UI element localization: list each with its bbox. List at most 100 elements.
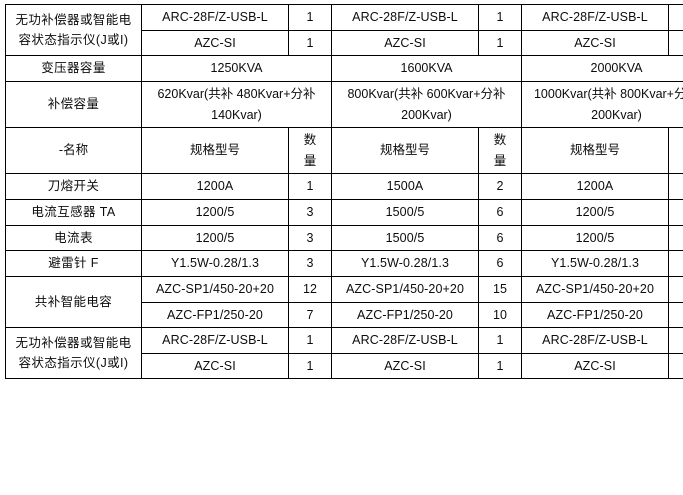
- cell-transformer-c: 2000KVA: [522, 56, 683, 82]
- cell-qty-b: 6: [479, 251, 522, 277]
- cell-spec-b: AZC-FP1/250-20: [332, 302, 479, 328]
- cell-qty-a: 3: [289, 200, 332, 226]
- row-label-line-2: 容状态指示仪(J或I): [19, 356, 129, 370]
- cell-qty-b: 2: [479, 174, 522, 200]
- cell-qty-b: 15: [479, 276, 522, 302]
- cell-spec-b: 1500A: [332, 174, 479, 200]
- cell-qty-b: 1: [479, 328, 522, 354]
- cell-qty-a: 1: [289, 353, 332, 379]
- row-label-line-1: 无功补偿器或智能电: [15, 13, 131, 27]
- cell-spec-b: ARC-28F/Z-USB-L: [332, 328, 479, 354]
- cell-compensation-c: 1000Kvar(共补 800Kvar+分补 200Kvar): [522, 81, 683, 127]
- table-row: 无功补偿器或智能电 容状态指示仪(J或I) ARC-28F/Z-USB-L 1 …: [6, 5, 683, 31]
- column-header-qty-a: 数 量: [289, 128, 332, 174]
- cell-spec-c: AZC-SI: [522, 30, 669, 56]
- table-row: 电流表 1200/5 3 1500/5 6 1200/5 6: [6, 225, 683, 251]
- cell-qty-a: 12: [289, 276, 332, 302]
- cell-qty-c: 1: [669, 328, 683, 354]
- cell-spec-b: ARC-28F/Z-USB-L: [332, 5, 479, 31]
- cell-qty-a: 3: [289, 225, 332, 251]
- cell-spec-c: 1200/5: [522, 200, 669, 226]
- qty-head-char-2: 量: [292, 151, 328, 172]
- cell-qty-c: 6: [669, 225, 683, 251]
- cell-qty-c: 10: [669, 302, 683, 328]
- cell-spec-b: AZC-SI: [332, 30, 479, 56]
- specification-table: 无功补偿器或智能电 容状态指示仪(J或I) ARC-28F/Z-USB-L 1 …: [5, 4, 683, 379]
- cell-qty-c: 6: [669, 200, 683, 226]
- cell-spec-b: 1500/5: [332, 200, 479, 226]
- cell-qty-a: 7: [289, 302, 332, 328]
- qty-head-char-1: 数: [672, 130, 683, 151]
- cell-qty-a: 1: [289, 174, 332, 200]
- cell-transformer-a: 1250KVA: [142, 56, 332, 82]
- cell-qty-c: 1: [669, 30, 683, 56]
- cell-qty-a: 1: [289, 328, 332, 354]
- cell-qty-c: 6: [669, 251, 683, 277]
- cell-compensation-a: 620Kvar(共补 480Kvar+分补 140Kvar): [142, 81, 332, 127]
- cell-spec-c: ARC-28F/Z-USB-L: [522, 5, 669, 31]
- cell-qty-a: 1: [289, 30, 332, 56]
- qty-head-char-2: 量: [672, 151, 683, 172]
- row-label-transformer-capacity: 变压器容量: [6, 56, 142, 82]
- cell-spec-a: ARC-28F/Z-USB-L: [142, 328, 289, 354]
- cell-spec-c: 1200/5: [522, 225, 669, 251]
- table-row: 变压器容量 1250KVA 1600KVA 2000KVA: [6, 56, 683, 82]
- row-label-indicator-bottom: 无功补偿器或智能电 容状态指示仪(J或I): [6, 328, 142, 379]
- cell-qty-b: 6: [479, 225, 522, 251]
- cell-qty-b: 1: [479, 353, 522, 379]
- qty-head-char-1: 数: [482, 130, 518, 151]
- cell-spec-a: 1200A: [142, 174, 289, 200]
- table-row: 电流互感器 TA 1200/5 3 1500/5 6 1200/5 6: [6, 200, 683, 226]
- cell-spec-c: ARC-28F/Z-USB-L: [522, 328, 669, 354]
- column-header-spec-c: 规格型号: [522, 128, 669, 174]
- cell-qty-b: 10: [479, 302, 522, 328]
- row-label-line-1: 无功补偿器或智能电: [15, 336, 131, 350]
- cell-qty-a: 1: [289, 5, 332, 31]
- cell-transformer-b: 1600KVA: [332, 56, 522, 82]
- cell-compensation-b: 800Kvar(共补 600Kvar+分补 200Kvar): [332, 81, 522, 127]
- row-label-line-2: 容状态指示仪(J或I): [19, 33, 129, 47]
- cell-spec-a: AZC-FP1/250-20: [142, 302, 289, 328]
- cell-qty-b: 6: [479, 200, 522, 226]
- column-header-qty-c: 数 量: [669, 128, 683, 174]
- cell-spec-a: AZC-SI: [142, 30, 289, 56]
- row-label-compensation-capacity: 补偿容量: [6, 81, 142, 127]
- cell-spec-c: Y1.5W-0.28/1.3: [522, 251, 669, 277]
- table-header-row: -名称 规格型号 数 量 规格型号 数 量 规格型号 数 量: [6, 128, 683, 174]
- cell-qty-a: 3: [289, 251, 332, 277]
- column-header-qty-b: 数 量: [479, 128, 522, 174]
- cell-qty-b: 1: [479, 5, 522, 31]
- cell-spec-a: AZC-SI: [142, 353, 289, 379]
- cell-qty-c: 2: [669, 174, 683, 200]
- cell-spec-b: Y1.5W-0.28/1.3: [332, 251, 479, 277]
- row-label-knife-fuse-switch: 刀熔开关: [6, 174, 142, 200]
- table-row: 刀熔开关 1200A 1 1500A 2 1200A 2: [6, 174, 683, 200]
- cell-spec-b: 1500/5: [332, 225, 479, 251]
- column-header-spec-a: 规格型号: [142, 128, 289, 174]
- cell-spec-a: Y1.5W-0.28/1.3: [142, 251, 289, 277]
- cell-spec-c: AZC-SI: [522, 353, 669, 379]
- cell-spec-a: ARC-28F/Z-USB-L: [142, 5, 289, 31]
- cell-qty-c: 1: [669, 353, 683, 379]
- cell-qty-b: 1: [479, 30, 522, 56]
- table-row: 避雷针 F Y1.5W-0.28/1.3 3 Y1.5W-0.28/1.3 6 …: [6, 251, 683, 277]
- cell-spec-b: AZC-SP1/450-20+20: [332, 276, 479, 302]
- table-row: 无功补偿器或智能电 容状态指示仪(J或I) ARC-28F/Z-USB-L 1 …: [6, 328, 683, 354]
- row-label-indicator-top: 无功补偿器或智能电 容状态指示仪(J或I): [6, 5, 142, 56]
- qty-head-char-2: 量: [482, 151, 518, 172]
- column-header-name: -名称: [6, 128, 142, 174]
- row-label-current-transformer: 电流互感器 TA: [6, 200, 142, 226]
- qty-head-char-1: 数: [292, 130, 328, 151]
- row-label-smart-capacitor: 共补智能电容: [6, 276, 142, 327]
- cell-qty-c: 1: [669, 5, 683, 31]
- cell-spec-c: AZC-FP1/250-20: [522, 302, 669, 328]
- cell-spec-c: AZC-SP1/450-20+20: [522, 276, 669, 302]
- row-label-lightning-rod: 避雷针 F: [6, 251, 142, 277]
- table-row: 共补智能电容 AZC-SP1/450-20+20 12 AZC-SP1/450-…: [6, 276, 683, 302]
- table-row: 补偿容量 620Kvar(共补 480Kvar+分补 140Kvar) 800K…: [6, 81, 683, 127]
- cell-spec-a: 1200/5: [142, 225, 289, 251]
- cell-spec-c: 1200A: [522, 174, 669, 200]
- cell-spec-b: AZC-SI: [332, 353, 479, 379]
- cell-spec-a: AZC-SP1/450-20+20: [142, 276, 289, 302]
- row-label-ammeter: 电流表: [6, 225, 142, 251]
